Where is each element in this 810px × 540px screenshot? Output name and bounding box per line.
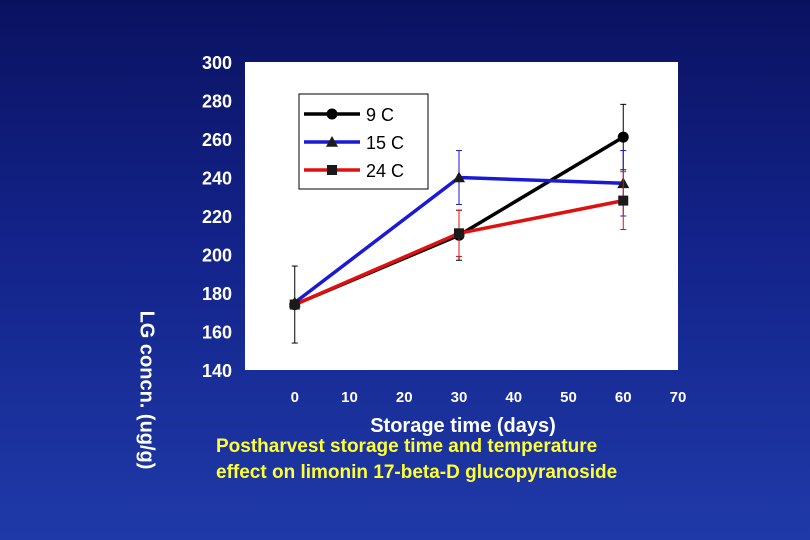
y-tick-label: 180 <box>202 284 232 304</box>
y-axis-label: LG concn. (ug/g) <box>135 310 158 470</box>
legend: 9 C 15 C 24 C <box>298 93 429 190</box>
series-24c <box>289 171 629 310</box>
y-tick-label: 160 <box>202 323 232 343</box>
data-point <box>453 171 465 183</box>
legend-label: 24 C <box>366 161 404 181</box>
caption-line-1: Postharvest storage time and temperature <box>216 436 598 457</box>
x-tick-label: 50 <box>560 389 577 406</box>
x-tick-label: 20 <box>396 389 413 406</box>
y-tick-label: 140 <box>202 361 232 381</box>
y-tick-label: 220 <box>202 207 232 227</box>
legend-marker <box>326 108 338 120</box>
y-tick-labels: 140 160 180 200 220 240 260 280 300 <box>202 53 232 381</box>
caption-line-2: effect on limonin 17-beta-D glucopyranos… <box>216 462 618 483</box>
chart-caption: Postharvest storage time and temperature… <box>216 434 617 486</box>
x-tick-label: 40 <box>505 389 522 406</box>
y-tick-label: 200 <box>202 246 232 266</box>
series-layer <box>288 103 630 344</box>
x-axis-label: Storage time (days) <box>370 415 556 437</box>
x-tick-label: 70 <box>670 389 687 406</box>
x-tick-labels: 0 10 20 30 40 50 60 70 <box>291 389 687 406</box>
x-tick-label: 0 <box>291 389 299 406</box>
x-tick-label: 30 <box>451 389 468 406</box>
data-point <box>617 131 629 143</box>
legend-marker <box>327 165 337 175</box>
legend-marker <box>326 136 338 147</box>
y-tick-label: 240 <box>202 169 232 189</box>
y-tick-label: 300 <box>202 53 232 73</box>
legend-label: 15 C <box>366 133 404 153</box>
data-point <box>454 228 464 239</box>
y-tick-label: 260 <box>202 130 232 150</box>
x-tick-label: 10 <box>341 389 358 406</box>
data-point <box>289 299 300 310</box>
x-tick-label: 60 <box>615 389 632 406</box>
legend-label: 9 C <box>366 105 394 125</box>
y-tick-label: 280 <box>202 92 232 112</box>
data-point <box>618 195 629 206</box>
